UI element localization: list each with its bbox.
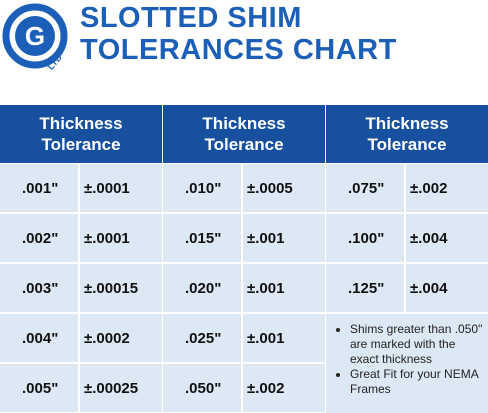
thickness-cell: .004" bbox=[0, 314, 78, 362]
tolerance-cell: ±.00025 bbox=[80, 364, 162, 412]
tolerance-cell: ±.004 bbox=[406, 264, 488, 312]
title-line: TOLERANCES CHART bbox=[80, 34, 397, 66]
thickness-cell: .015" bbox=[163, 214, 241, 262]
tolerance-cell: ±.0001 bbox=[80, 214, 162, 262]
thickness-cell: .075" bbox=[326, 164, 404, 212]
tolerance-cell: ±.004 bbox=[406, 214, 488, 262]
title-line: SLOTTED SHIM bbox=[80, 2, 302, 34]
thickness-cell: .002" bbox=[0, 214, 78, 262]
notes-bg bbox=[326, 314, 488, 413]
header-text: Tolerance bbox=[41, 135, 121, 154]
thickness-cell: .003" bbox=[0, 264, 78, 312]
notes: Shims greater than .050" are marked with… bbox=[334, 322, 484, 397]
note: Great Fit for your NEMA Frames bbox=[350, 367, 484, 397]
logo-ring bbox=[2, 3, 68, 69]
tolerance-cell: ±.002 bbox=[406, 164, 488, 212]
note: Shims greater than .050" are marked with… bbox=[350, 322, 484, 367]
header-text: Thickness bbox=[365, 114, 449, 133]
logo: G LTD bbox=[2, 3, 68, 72]
tolerance-cell: ±.0005 bbox=[243, 164, 325, 212]
thickness-cell: .125" bbox=[326, 264, 404, 312]
tolerance-cell: ±.0001 bbox=[80, 164, 162, 212]
thickness-cell: .005" bbox=[0, 364, 78, 412]
thickness-cell: .020" bbox=[163, 264, 241, 312]
header-text: Thickness bbox=[202, 114, 286, 133]
header-text: Tolerance bbox=[367, 135, 447, 154]
header-text: Tolerance bbox=[204, 135, 284, 154]
tolerance-cell: ±.002 bbox=[243, 364, 325, 412]
thickness-cell: .025" bbox=[163, 314, 241, 362]
tolerance-cell: ±.001 bbox=[243, 264, 325, 312]
tolerance-cell: ±.0002 bbox=[80, 314, 162, 362]
column-header: Thickness Tolerance bbox=[163, 105, 325, 163]
tolerance-cell: ±.001 bbox=[243, 214, 325, 262]
logo-core bbox=[15, 16, 55, 56]
thickness-cell: .050" bbox=[163, 364, 241, 412]
thickness-cell: .100" bbox=[326, 214, 404, 262]
logo-sub: LTD bbox=[45, 52, 64, 72]
thickness-cell: .010" bbox=[163, 164, 241, 212]
tolerance-cell: ±.00015 bbox=[80, 264, 162, 312]
header-text: Thickness bbox=[39, 114, 123, 133]
column-header: Thickness Tolerance bbox=[0, 105, 162, 163]
tolerance-cell: ±.001 bbox=[243, 314, 325, 362]
logo-letter: G bbox=[25, 21, 45, 51]
column-header: Thickness Tolerance bbox=[326, 105, 488, 163]
thickness-cell: .001" bbox=[0, 164, 78, 212]
